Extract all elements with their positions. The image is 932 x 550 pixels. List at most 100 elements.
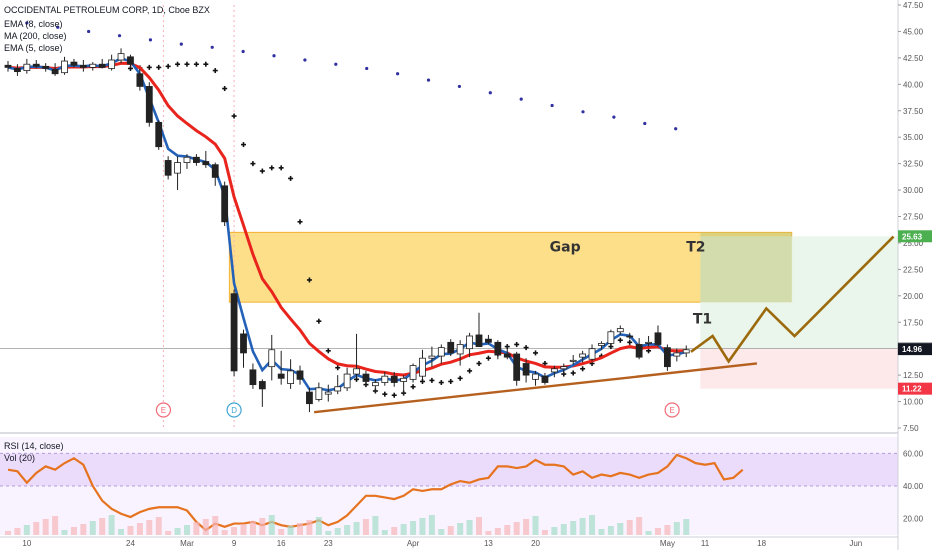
candle[interactable] bbox=[682, 345, 690, 358]
time-tick-label: 24 bbox=[126, 539, 135, 548]
candle[interactable] bbox=[117, 48, 125, 64]
candle[interactable] bbox=[221, 181, 229, 227]
candle[interactable] bbox=[579, 350, 587, 363]
candle[interactable] bbox=[155, 120, 163, 150]
candle[interactable] bbox=[343, 367, 351, 391]
candle[interactable] bbox=[607, 329, 615, 347]
candle[interactable] bbox=[560, 363, 568, 375]
candle[interactable] bbox=[664, 344, 671, 371]
candle[interactable] bbox=[428, 346, 436, 367]
candle[interactable] bbox=[334, 375, 342, 395]
candle[interactable] bbox=[211, 162, 219, 186]
candle[interactable] bbox=[174, 156, 181, 191]
time-tick-label: 9 bbox=[232, 539, 237, 548]
candle-body bbox=[14, 68, 21, 73]
candle[interactable] bbox=[409, 363, 417, 383]
legend-vol[interactable]: Vol (20) bbox=[4, 453, 36, 463]
candle[interactable] bbox=[249, 363, 257, 389]
candle[interactable] bbox=[503, 344, 511, 360]
candle[interactable] bbox=[400, 375, 408, 396]
candle[interactable] bbox=[98, 58, 106, 69]
volume-bar bbox=[315, 517, 322, 535]
event-marker[interactable]: D bbox=[226, 402, 242, 418]
candle[interactable] bbox=[541, 373, 549, 385]
candle[interactable] bbox=[183, 154, 191, 169]
candle[interactable] bbox=[598, 341, 605, 350]
candle[interactable] bbox=[353, 333, 360, 378]
candle[interactable] bbox=[70, 58, 78, 68]
candle[interactable] bbox=[437, 344, 445, 364]
candle[interactable] bbox=[532, 370, 539, 386]
candle[interactable] bbox=[296, 365, 304, 385]
candle[interactable] bbox=[164, 156, 172, 180]
candle-body bbox=[664, 347, 671, 368]
candle[interactable] bbox=[89, 62, 97, 71]
legend-ema-8[interactable]: EMA (8, close) bbox=[4, 19, 63, 29]
candle[interactable] bbox=[14, 64, 21, 76]
volume-bar bbox=[523, 519, 530, 535]
event-marker[interactable]: E bbox=[155, 402, 172, 418]
ema-8-point bbox=[146, 64, 152, 70]
candle[interactable] bbox=[654, 325, 662, 347]
candle[interactable] bbox=[635, 338, 643, 360]
candle[interactable] bbox=[127, 54, 134, 68]
candle[interactable] bbox=[616, 325, 624, 335]
candle[interactable] bbox=[485, 334, 492, 345]
candle[interactable] bbox=[287, 359, 295, 389]
ma-200-point bbox=[550, 103, 554, 108]
volume-bar bbox=[99, 518, 106, 535]
candle[interactable] bbox=[230, 289, 238, 377]
candle[interactable] bbox=[419, 349, 426, 380]
candle[interactable] bbox=[447, 339, 455, 357]
candle[interactable] bbox=[61, 56, 68, 75]
ema-8-point bbox=[542, 360, 548, 366]
candle[interactable] bbox=[371, 379, 379, 394]
candle-body bbox=[249, 369, 257, 386]
candle[interactable] bbox=[202, 150, 210, 168]
candle[interactable] bbox=[145, 82, 153, 127]
candle[interactable] bbox=[315, 382, 323, 402]
candle[interactable] bbox=[381, 371, 389, 386]
candle[interactable] bbox=[466, 332, 473, 358]
candle[interactable] bbox=[51, 63, 59, 76]
candle[interactable] bbox=[475, 312, 483, 347]
event-marker[interactable]: E bbox=[664, 402, 680, 418]
candle[interactable] bbox=[108, 54, 116, 71]
candle[interactable] bbox=[456, 340, 464, 366]
candle-body bbox=[409, 365, 417, 380]
candle[interactable] bbox=[79, 59, 87, 72]
candle[interactable] bbox=[4, 61, 12, 72]
candle[interactable] bbox=[42, 63, 50, 72]
candle[interactable] bbox=[23, 58, 31, 74]
candle[interactable] bbox=[324, 384, 332, 402]
candle[interactable] bbox=[390, 371, 398, 387]
candle-body bbox=[4, 64, 12, 68]
candle[interactable] bbox=[550, 365, 558, 378]
candle[interactable] bbox=[192, 154, 200, 166]
candle[interactable] bbox=[569, 355, 577, 365]
candle[interactable] bbox=[268, 334, 276, 381]
price-tick-label: 25.00 bbox=[903, 239, 924, 248]
candle[interactable] bbox=[588, 344, 596, 362]
candle[interactable] bbox=[277, 350, 285, 385]
candle[interactable] bbox=[494, 340, 502, 360]
candle[interactable] bbox=[306, 387, 313, 413]
candle-body bbox=[428, 355, 436, 359]
candle[interactable] bbox=[32, 59, 40, 69]
volume-bar bbox=[61, 530, 68, 535]
candle[interactable] bbox=[645, 335, 652, 347]
candle[interactable] bbox=[136, 69, 144, 91]
candle[interactable] bbox=[362, 370, 370, 387]
volume-bar bbox=[494, 528, 501, 535]
candle[interactable] bbox=[673, 348, 681, 362]
candle[interactable] bbox=[626, 332, 634, 340]
legend-ma-200[interactable]: MA (200, close) bbox=[4, 31, 67, 41]
candle[interactable] bbox=[513, 351, 521, 386]
volume-bar bbox=[504, 525, 511, 535]
candle[interactable] bbox=[258, 379, 266, 407]
legend-ema-5[interactable]: EMA (5, close) bbox=[4, 43, 63, 53]
candle[interactable] bbox=[240, 329, 247, 368]
candle[interactable] bbox=[522, 358, 530, 383]
legend-rsi[interactable]: RSI (14, close) bbox=[4, 441, 64, 451]
